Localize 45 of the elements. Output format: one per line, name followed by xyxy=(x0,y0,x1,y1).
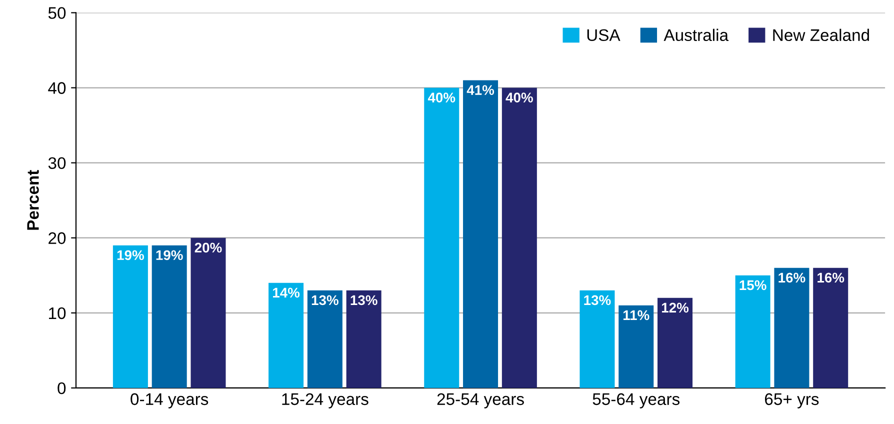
x-tick-label: 0-14 years xyxy=(130,393,208,408)
data-label: 19% xyxy=(117,250,144,260)
data-label: 14% xyxy=(273,288,300,298)
data-label: 19% xyxy=(156,250,183,260)
data-label: 40% xyxy=(506,92,533,102)
data-label: 16% xyxy=(778,272,806,283)
bar xyxy=(502,88,537,388)
data-label: 12% xyxy=(662,302,689,313)
y-tick-label: 20 xyxy=(48,232,66,244)
bar xyxy=(307,290,342,388)
bar xyxy=(346,290,382,388)
legend-label: USA xyxy=(587,29,620,42)
bar xyxy=(424,88,460,388)
data-label: 13% xyxy=(312,295,338,306)
y-tick-label: 0 xyxy=(58,382,66,394)
bar xyxy=(580,290,615,388)
y-tick-label: 30 xyxy=(48,157,66,170)
data-label: 16% xyxy=(818,272,844,283)
data-label: 41% xyxy=(466,85,494,95)
bar xyxy=(463,80,498,388)
data-label: 15% xyxy=(740,280,766,290)
y-axis-title: Percent xyxy=(27,170,39,230)
x-tick-label: 65+ yrs xyxy=(764,393,819,408)
bar xyxy=(152,245,187,388)
bar xyxy=(774,268,810,388)
bar xyxy=(735,275,770,388)
y-tick-label: 10 xyxy=(49,307,66,320)
x-tick-label: 15-24 years xyxy=(282,393,368,408)
legend-label: Australia xyxy=(664,28,729,42)
data-label: 40% xyxy=(428,92,456,102)
bar xyxy=(658,298,693,388)
data-label: 11% xyxy=(623,310,650,320)
y-tick-label: 40 xyxy=(48,82,66,94)
bar xyxy=(268,282,304,388)
legend-label: New Zealand xyxy=(773,28,869,42)
data-label: 20% xyxy=(194,242,222,253)
bar xyxy=(618,305,654,388)
data-label: 13% xyxy=(584,295,611,306)
bar xyxy=(190,238,226,388)
bar xyxy=(813,268,848,388)
data-label: 13% xyxy=(350,295,378,306)
x-tick-label: 25-54 years xyxy=(437,393,524,408)
x-tick-label: 55-64 years xyxy=(592,393,680,408)
bar xyxy=(112,245,148,388)
y-tick-label: 50 xyxy=(48,7,66,19)
